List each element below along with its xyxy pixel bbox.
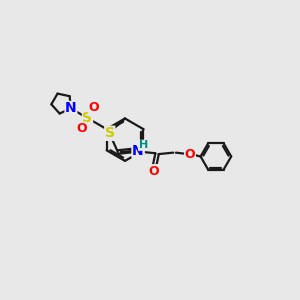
Text: O: O <box>185 148 195 160</box>
Text: H: H <box>139 140 148 150</box>
Text: O: O <box>88 101 99 114</box>
Text: N: N <box>132 144 144 158</box>
Text: N: N <box>65 101 77 116</box>
Text: S: S <box>82 111 92 125</box>
Text: S: S <box>105 126 115 140</box>
Text: O: O <box>76 122 87 135</box>
Text: O: O <box>148 165 159 178</box>
Text: N: N <box>133 143 144 157</box>
